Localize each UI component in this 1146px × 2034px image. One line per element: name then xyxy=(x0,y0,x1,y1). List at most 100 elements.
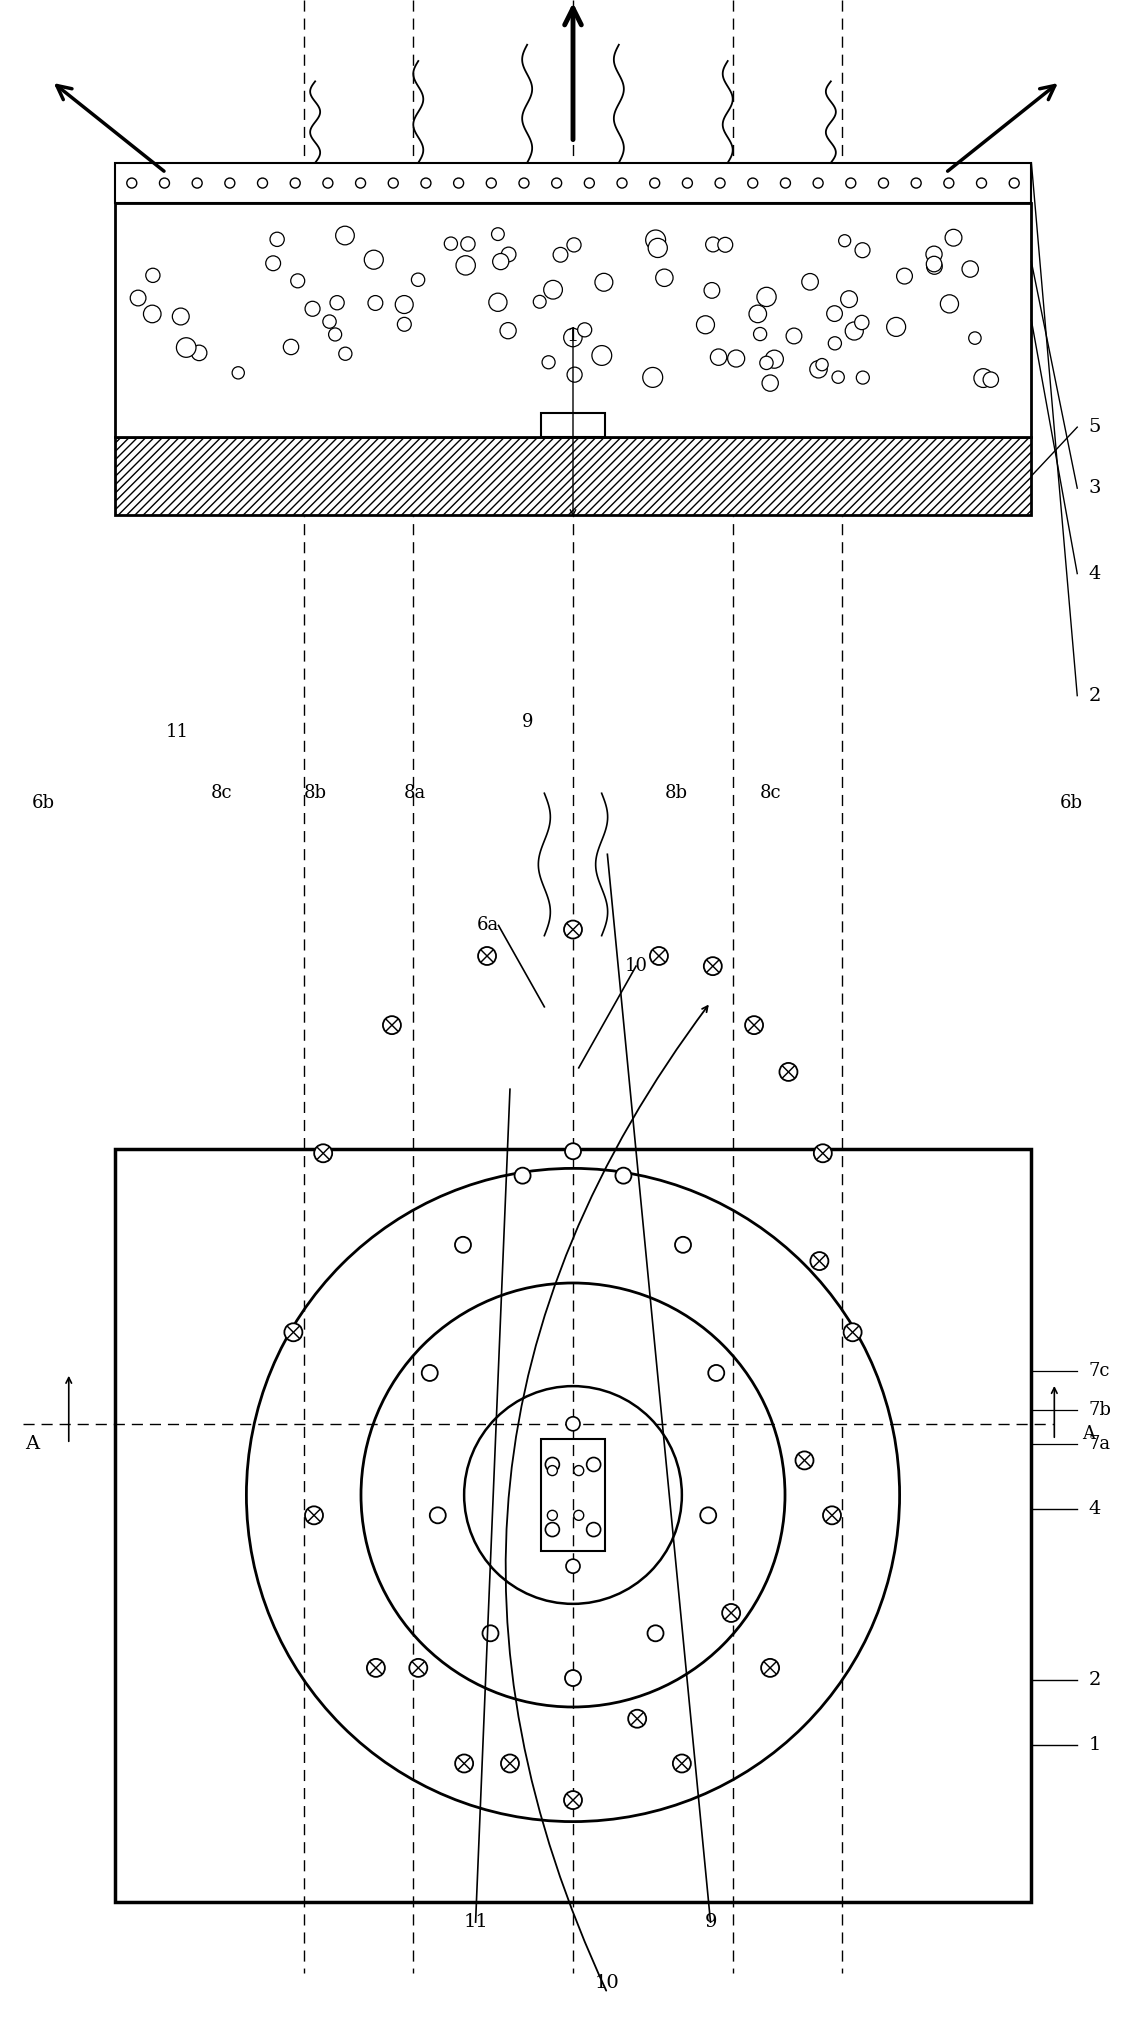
Circle shape xyxy=(780,179,791,187)
Bar xyxy=(115,203,1031,437)
Circle shape xyxy=(700,1507,716,1523)
Circle shape xyxy=(492,228,504,240)
Circle shape xyxy=(786,327,802,344)
Text: 6b: 6b xyxy=(32,795,55,812)
Circle shape xyxy=(708,1365,724,1381)
Circle shape xyxy=(564,327,582,346)
Circle shape xyxy=(810,360,827,378)
Circle shape xyxy=(143,305,162,323)
Circle shape xyxy=(926,256,942,273)
Circle shape xyxy=(305,301,320,315)
Text: 10: 10 xyxy=(625,958,647,974)
Text: 11: 11 xyxy=(166,724,189,740)
Circle shape xyxy=(795,1452,814,1469)
Circle shape xyxy=(284,1324,303,1340)
Circle shape xyxy=(421,179,431,187)
Circle shape xyxy=(233,366,244,378)
Circle shape xyxy=(225,179,235,187)
Circle shape xyxy=(565,1670,581,1686)
Circle shape xyxy=(493,254,509,271)
Circle shape xyxy=(336,226,354,244)
Circle shape xyxy=(545,1458,559,1471)
Circle shape xyxy=(961,260,979,277)
Text: 9: 9 xyxy=(521,714,533,730)
Circle shape xyxy=(754,327,767,340)
Circle shape xyxy=(595,273,613,291)
Circle shape xyxy=(760,356,774,370)
Circle shape xyxy=(329,327,342,342)
Circle shape xyxy=(500,323,516,340)
Circle shape xyxy=(779,1064,798,1080)
Circle shape xyxy=(896,268,912,285)
Circle shape xyxy=(456,256,476,275)
Circle shape xyxy=(486,179,496,187)
Text: 3: 3 xyxy=(1089,480,1101,496)
Circle shape xyxy=(843,1324,862,1340)
Circle shape xyxy=(172,307,189,325)
Circle shape xyxy=(879,179,888,187)
Circle shape xyxy=(176,338,196,358)
Circle shape xyxy=(927,258,942,275)
Circle shape xyxy=(591,346,612,366)
Circle shape xyxy=(846,179,856,187)
Circle shape xyxy=(810,1253,829,1269)
Circle shape xyxy=(574,1467,583,1475)
Circle shape xyxy=(388,179,399,187)
Circle shape xyxy=(650,179,660,187)
Circle shape xyxy=(395,295,414,313)
Circle shape xyxy=(355,179,366,187)
Circle shape xyxy=(291,275,305,289)
Circle shape xyxy=(564,921,582,938)
Circle shape xyxy=(682,179,692,187)
Circle shape xyxy=(409,1660,427,1676)
Circle shape xyxy=(944,179,953,187)
Circle shape xyxy=(290,179,300,187)
Circle shape xyxy=(565,1143,581,1159)
Text: 4: 4 xyxy=(1089,1501,1101,1517)
Circle shape xyxy=(364,250,383,268)
Circle shape xyxy=(270,232,284,246)
Circle shape xyxy=(728,350,745,366)
Circle shape xyxy=(823,1507,841,1523)
Circle shape xyxy=(802,273,818,291)
Circle shape xyxy=(519,179,529,187)
Circle shape xyxy=(398,317,411,332)
Text: 7c: 7c xyxy=(1089,1363,1110,1379)
Circle shape xyxy=(832,370,845,382)
Text: A: A xyxy=(1082,1426,1096,1442)
Circle shape xyxy=(543,281,563,299)
Circle shape xyxy=(706,238,721,252)
Circle shape xyxy=(430,1507,446,1523)
Circle shape xyxy=(841,291,857,307)
Circle shape xyxy=(283,340,299,354)
Circle shape xyxy=(747,179,758,187)
Circle shape xyxy=(314,1145,332,1161)
Circle shape xyxy=(704,958,722,974)
Bar xyxy=(542,413,605,437)
Circle shape xyxy=(945,230,961,246)
Circle shape xyxy=(814,179,823,187)
Circle shape xyxy=(554,248,568,262)
Text: 8c: 8c xyxy=(760,785,780,801)
Circle shape xyxy=(266,256,281,271)
Circle shape xyxy=(749,305,767,323)
Circle shape xyxy=(545,1523,559,1536)
Text: 8a: 8a xyxy=(403,785,426,801)
Circle shape xyxy=(455,1237,471,1253)
Circle shape xyxy=(587,1458,601,1471)
Circle shape xyxy=(974,368,992,386)
Circle shape xyxy=(911,179,921,187)
Circle shape xyxy=(839,234,850,246)
Text: 4: 4 xyxy=(1089,565,1101,582)
Text: 9: 9 xyxy=(705,1914,716,1930)
Circle shape xyxy=(330,295,344,309)
Text: 8b: 8b xyxy=(665,785,688,801)
Circle shape xyxy=(323,315,336,327)
Text: 8b: 8b xyxy=(304,785,327,801)
Text: 6b: 6b xyxy=(1060,795,1083,812)
Circle shape xyxy=(551,179,562,187)
Circle shape xyxy=(339,348,352,360)
Circle shape xyxy=(814,1145,832,1161)
Circle shape xyxy=(983,372,998,386)
Bar xyxy=(542,1440,605,1552)
